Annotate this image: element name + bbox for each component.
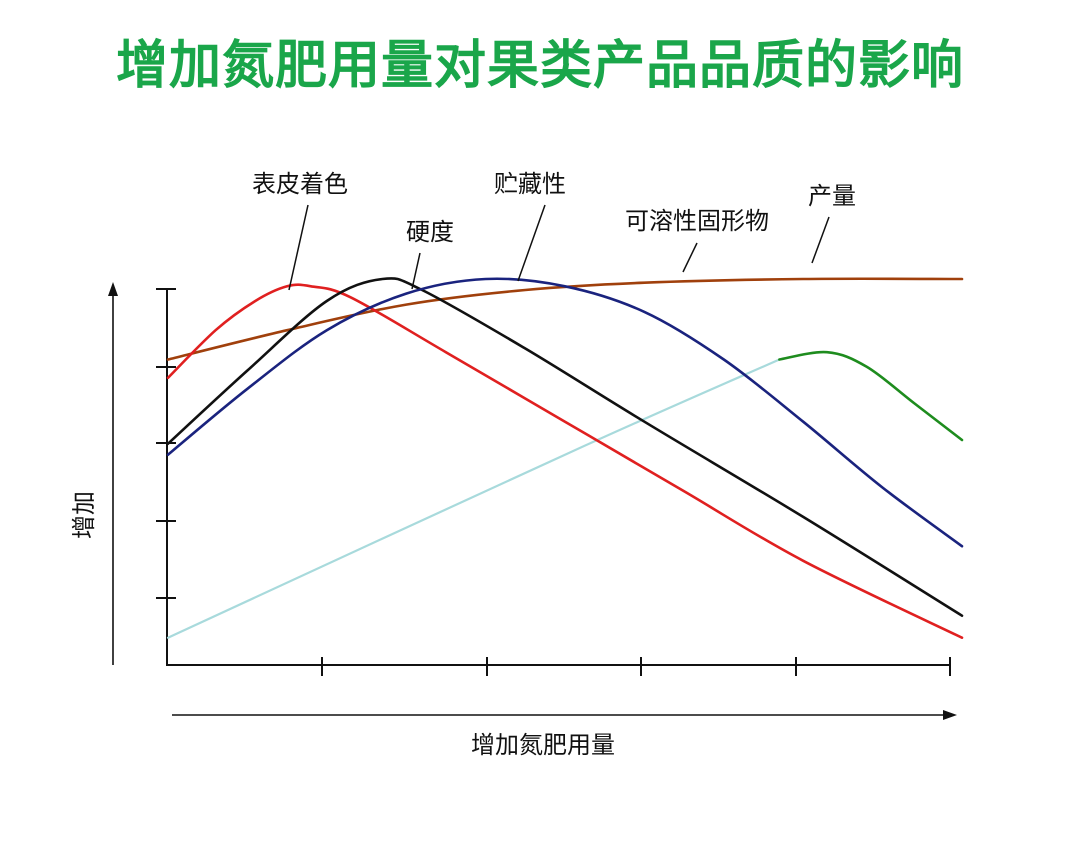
label-storage: 贮藏性	[494, 170, 566, 198]
series-hardness	[166, 277, 964, 617]
x-axis-label: 增加氮肥用量	[471, 731, 615, 759]
series-color-red	[166, 283, 964, 639]
series-yield	[778, 350, 964, 442]
y-axis-label: 增加	[70, 491, 98, 539]
page-title: 增加氮肥用量对果类产品品质的影响	[115, 36, 964, 96]
x-direction-arrow-head	[943, 710, 957, 720]
label-soluble-solids-leader	[682, 242, 698, 273]
label-yield-leader	[811, 216, 830, 264]
series-storage	[166, 277, 964, 548]
label-storage-leader	[517, 204, 546, 282]
label-color: 表皮着色	[252, 170, 348, 198]
series-soluble-solids	[166, 277, 964, 361]
y-direction-arrow-head	[108, 282, 118, 296]
series-yield-rise	[166, 358, 781, 639]
label-yield: 产量	[808, 182, 856, 210]
label-hardness-leader	[411, 252, 421, 290]
label-hardness: 硬度	[406, 218, 454, 246]
label-color-leader	[288, 204, 309, 291]
label-soluble-solids: 可溶性固形物	[625, 207, 769, 235]
